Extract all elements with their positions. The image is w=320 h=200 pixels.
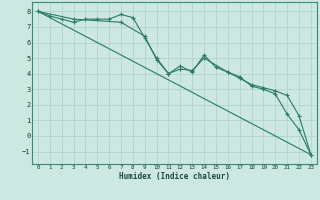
X-axis label: Humidex (Indice chaleur): Humidex (Indice chaleur): [119, 172, 230, 181]
